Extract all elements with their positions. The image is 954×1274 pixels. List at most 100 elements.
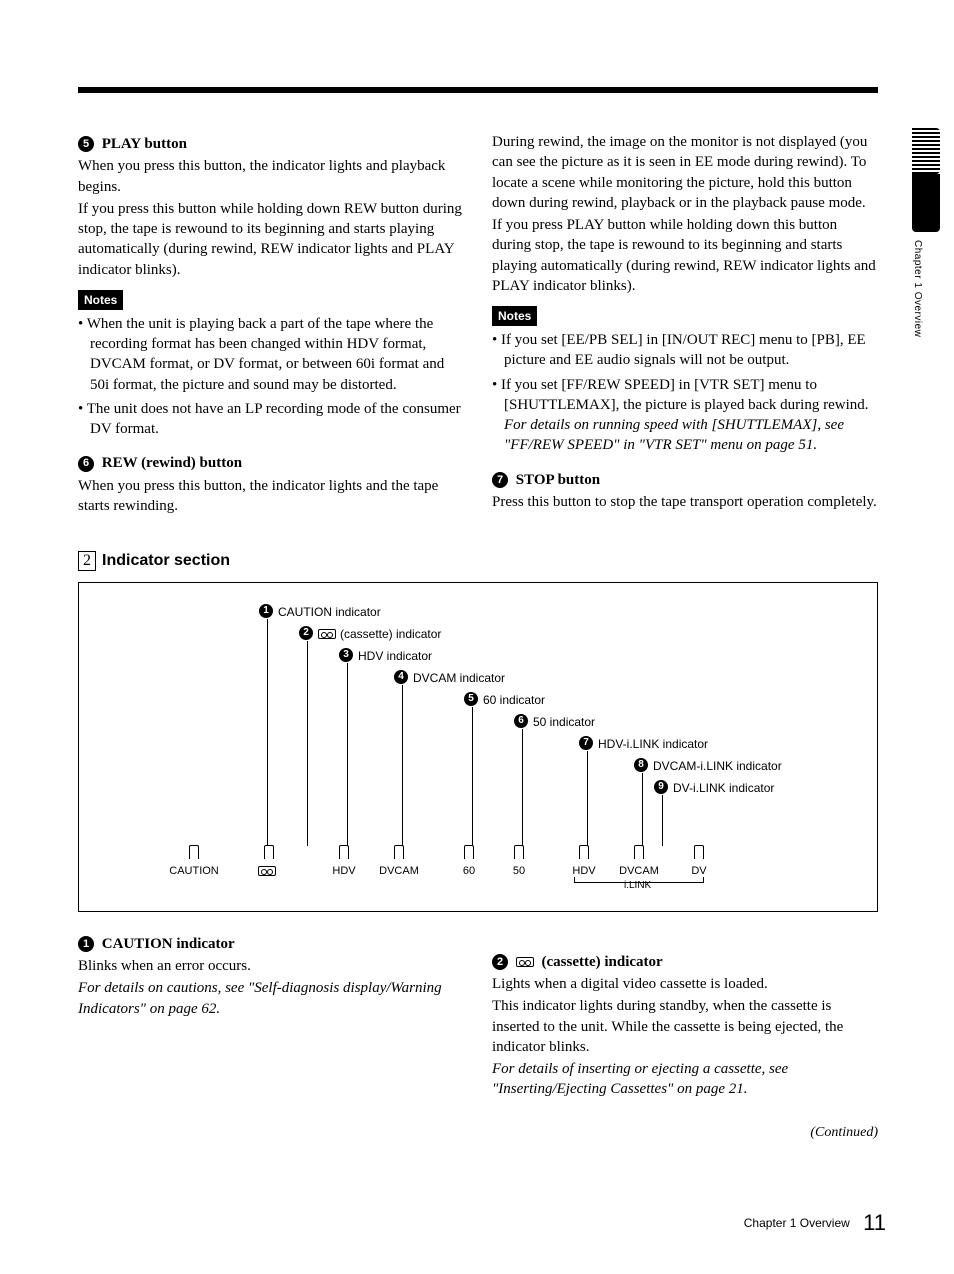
legend-label: DVCAM-i.LINK indicator	[653, 758, 782, 774]
lower-columns: 1 CAUTION indicator Blinks when an error…	[78, 930, 878, 1143]
lower-item-1-title: CAUTION indicator	[102, 936, 235, 952]
left-column: 5 PLAY button When you press this button…	[78, 130, 464, 516]
right-p1: During rewind, the image on the monitor …	[492, 132, 878, 213]
notes-badge-left: Notes	[78, 290, 123, 310]
cassette-icon	[258, 866, 276, 876]
right-p2: If you press PLAY button while holding d…	[492, 215, 878, 296]
item-7-heading: 7 STOP button	[492, 470, 878, 490]
indicator-tick	[579, 845, 589, 859]
legend-num-icon: 7	[579, 736, 593, 750]
item-5-heading: 5 PLAY button	[78, 134, 464, 154]
lower-num-2-icon: 2	[492, 954, 508, 970]
cassette-icon	[516, 957, 534, 967]
legend-num-icon: 4	[394, 670, 408, 684]
item-6-heading: 6 REW (rewind) button	[78, 453, 464, 473]
continued-label: (Continued)	[492, 1124, 878, 1143]
right-note-2: If you set [FF/REW SPEED] in [VTR SET] m…	[492, 375, 878, 456]
indicator-tick	[339, 845, 349, 859]
indicator-label: 60	[463, 864, 475, 879]
legend-row: 3 HDV indicator	[339, 645, 847, 667]
indicator-label: 50	[513, 864, 525, 879]
lower-item-1-p2: For details on cautions, see "Self-diagn…	[78, 978, 464, 1019]
legend-row: 7 HDV-i.LINK indicator	[579, 733, 847, 755]
header-rule	[78, 87, 878, 93]
legend-row: 9 DV-i.LINK indicator	[654, 777, 847, 799]
indicator-tick	[694, 845, 704, 859]
legend-label: HDV indicator	[358, 648, 432, 664]
legend-label: (cassette) indicator	[340, 626, 441, 642]
legend-num-icon: 1	[259, 604, 273, 618]
indicator-tick	[189, 845, 199, 859]
leader-line	[662, 795, 663, 846]
notes-list-left: When the unit is playing back a part of …	[78, 314, 464, 440]
lower-left-column: 1 CAUTION indicator Blinks when an error…	[78, 930, 464, 1143]
legend-num-icon: 9	[654, 780, 668, 794]
right-note-1: If you set [EE/PB SEL] in [IN/OUT REC] m…	[492, 330, 878, 371]
notes-badge-right: Notes	[492, 306, 537, 326]
right-note-2-detail: For details on running speed with [SHUTT…	[504, 417, 844, 453]
leader-line	[402, 685, 403, 846]
num-7-icon: 7	[492, 472, 508, 488]
legend-label: DV-i.LINK indicator	[673, 780, 774, 796]
leader-line	[267, 619, 268, 846]
legend-num-icon: 8	[634, 758, 648, 772]
legend-label: CAUTION indicator	[278, 604, 381, 620]
page-footer: Chapter 1 Overview 11	[744, 1208, 886, 1238]
legend-num-icon: 2	[299, 626, 313, 640]
indicator-tick	[394, 845, 404, 859]
leader-line	[472, 707, 473, 846]
lower-num-1-icon: 1	[78, 936, 94, 952]
lower-item-2-p3: For details of inserting or ejecting a c…	[492, 1059, 878, 1100]
legend-row: 650 indicator	[514, 711, 847, 733]
indicator-label: CAUTION	[169, 864, 219, 879]
left-note-2: The unit does not have an LP recording m…	[78, 399, 464, 440]
left-note-1: When the unit is playing back a part of …	[78, 314, 464, 395]
section-2-title: Indicator section	[102, 552, 230, 569]
lower-item-2-heading: 2 (cassette) indicator	[492, 952, 878, 972]
item-5-p1: When you press this button, the indicato…	[78, 156, 464, 197]
section-2-num: 2	[78, 551, 96, 571]
lower-item-1-p1: Blinks when an error occurs.	[78, 956, 464, 976]
notes-list-right: If you set [EE/PB SEL] in [IN/OUT REC] m…	[492, 330, 878, 456]
lower-item-2-p1: Lights when a digital video cassette is …	[492, 974, 878, 994]
item-6-p1: When you press this button, the indicato…	[78, 476, 464, 517]
cassette-icon	[318, 629, 336, 639]
item-7-title: STOP button	[516, 472, 600, 488]
indicator-tick	[464, 845, 474, 859]
right-column: During rewind, the image on the monitor …	[492, 130, 878, 516]
side-thumb-tab	[912, 128, 940, 232]
item-7-p1: Press this button to stop the tape trans…	[492, 492, 878, 512]
leader-line	[587, 751, 588, 846]
indicator-label	[258, 864, 280, 879]
item-6-title: REW (rewind) button	[102, 455, 242, 471]
indicator-label: HDV	[332, 864, 355, 879]
leader-line	[347, 663, 348, 846]
lower-item-2-title: (cassette) indicator	[542, 954, 663, 970]
footer-page-number: 11	[863, 1210, 886, 1235]
indicator-tick	[514, 845, 524, 859]
side-chapter-label: Chapter 1 Overview	[911, 240, 925, 337]
leader-line	[642, 773, 643, 846]
ilink-label: i.LINK	[624, 879, 651, 893]
num-6-icon: 6	[78, 456, 94, 472]
num-5-icon: 5	[78, 136, 94, 152]
footer-chapter: Chapter 1 Overview	[744, 1216, 850, 1230]
legend-row: 8 DVCAM-i.LINK indicator	[634, 755, 847, 777]
indicator-tick	[264, 845, 274, 859]
legend-label: 60 indicator	[483, 692, 545, 708]
legend-row: 4DVCAM indicator	[394, 667, 847, 689]
leader-line	[307, 641, 308, 846]
item-5-p2: If you press this button while holding d…	[78, 199, 464, 280]
legend-row: 5 60 indicator	[464, 689, 847, 711]
legend-label: 50 indicator	[533, 714, 595, 730]
legend-num-icon: 5	[464, 692, 478, 706]
lower-item-1-heading: 1 CAUTION indicator	[78, 934, 464, 954]
legend-label: HDV-i.LINK indicator	[598, 736, 708, 752]
section-2-heading: 2 Indicator section	[78, 550, 878, 572]
indicator-label: DVCAM	[379, 864, 419, 879]
indicator-tick	[634, 845, 644, 859]
lower-right-column: 2 (cassette) indicator Lights when a dig…	[492, 930, 878, 1143]
legend-num-icon: 3	[339, 648, 353, 662]
legend-row: 1 CAUTION indicator	[259, 601, 847, 623]
item-5-title: PLAY button	[102, 136, 187, 152]
